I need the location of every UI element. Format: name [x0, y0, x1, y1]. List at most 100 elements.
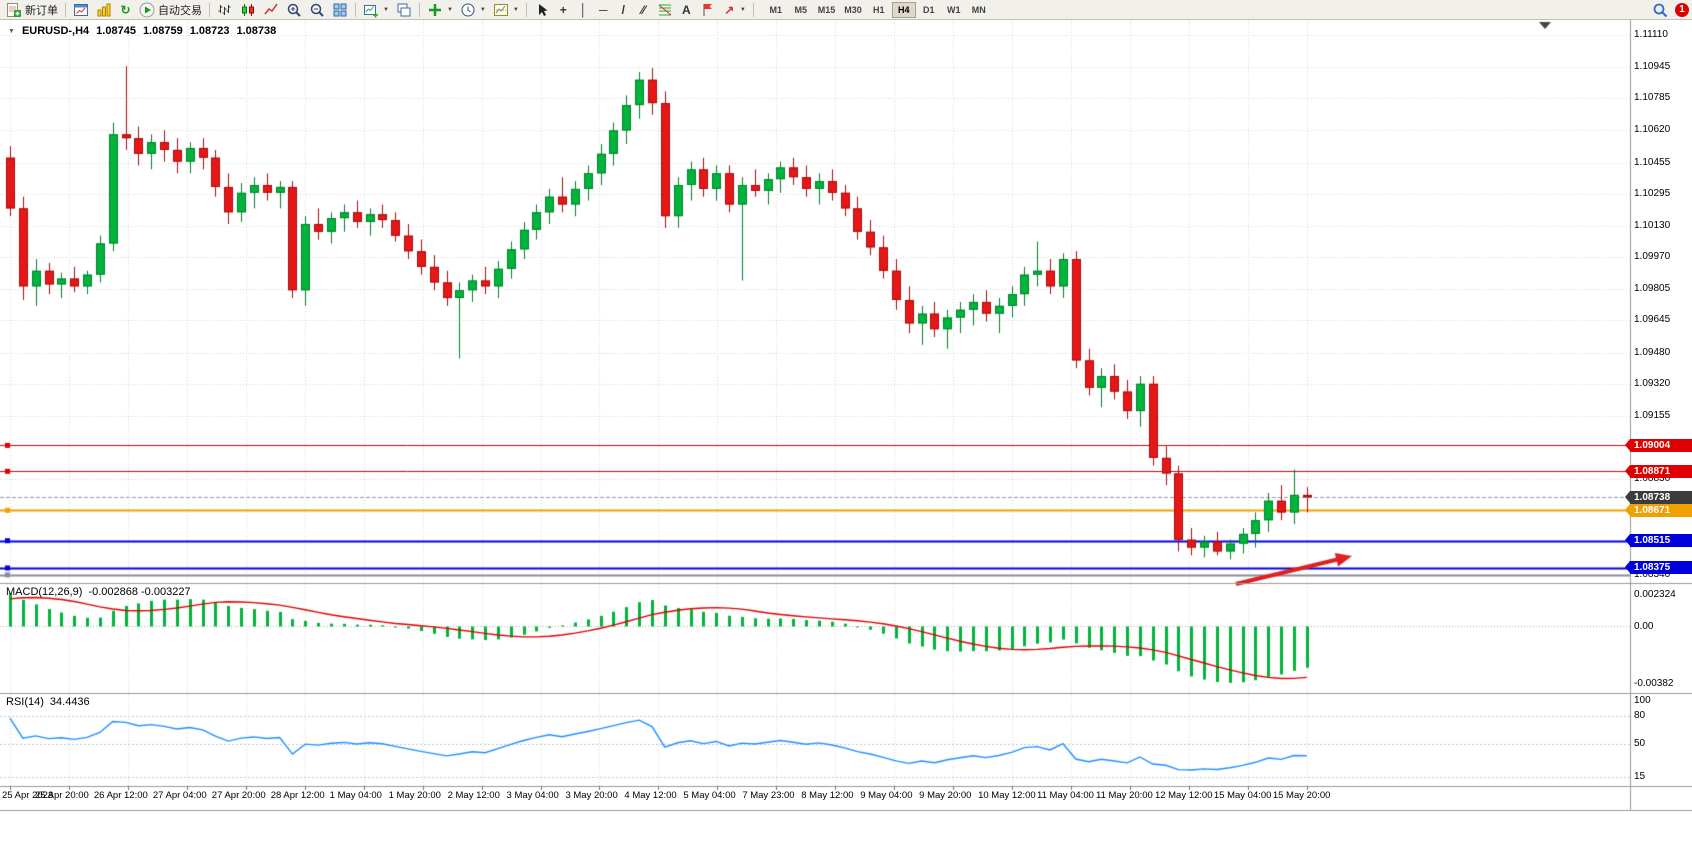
price-axis-label: 1.10785 — [1634, 92, 1671, 104]
cascade-windows-button[interactable] — [393, 1, 415, 19]
chart-window-button[interactable] — [70, 1, 92, 19]
toolbar-separator — [65, 2, 66, 17]
rsi-value: 34.4436 — [49, 696, 90, 708]
bar-chart-icon — [217, 2, 233, 18]
close-value: 1.08738 — [236, 25, 277, 37]
time-axis-label: 15 May 20:00 — [1272, 790, 1331, 801]
macd-name: MACD(12,26,9) — [6, 586, 83, 598]
channel-tool-button[interactable]: ⁄⁄ — [634, 1, 653, 19]
new-order-button[interactable]: 新订单 — [3, 1, 61, 19]
price-axis-label: 1.10455 — [1634, 156, 1671, 168]
text-tool-icon: A — [681, 2, 691, 17]
vertical-line-tool-button[interactable]: │ — [574, 1, 593, 19]
profiles-button[interactable] — [93, 1, 115, 19]
horizontal-line-tool-button[interactable]: ─ — [594, 1, 613, 19]
vertical-line-icon: │ — [579, 2, 588, 17]
search-icon — [1652, 2, 1668, 18]
arrow-tool-icon: ↗ — [724, 2, 735, 17]
price-badge: 1.08515 — [1625, 534, 1692, 548]
timeframe-toolbar: M1 M5 M15 M30 H1 H4 D1 W1 MN — [764, 1, 991, 18]
arrows-tool-button[interactable]: ↗ ▼ — [720, 1, 749, 19]
periods-button[interactable]: ▼ — [457, 1, 489, 19]
auto-trading-button[interactable]: 自动交易 — [136, 1, 205, 19]
search-button[interactable] — [1649, 1, 1671, 19]
timeframe-button-h4[interactable]: H4 — [891, 1, 916, 18]
bar-chart-type-button[interactable] — [214, 1, 236, 19]
fibonacci-icon — [657, 2, 673, 18]
cursor-icon — [534, 2, 550, 18]
price-axis-label: 1.08830 — [1634, 473, 1671, 485]
toolbar-separator — [355, 2, 356, 17]
label-tool-button[interactable] — [697, 1, 719, 19]
time-axis-label: 10 May 12:00 — [978, 790, 1036, 801]
timeframe-button-mn[interactable]: MN — [967, 2, 991, 18]
chevron-down-icon: ▼ — [512, 6, 519, 13]
price-badge-notch — [1625, 464, 1630, 477]
price-badge: 1.09004 — [1625, 438, 1692, 452]
price-badge-notch — [1625, 503, 1630, 516]
templates-button[interactable]: ▼ — [490, 1, 522, 19]
time-axis-label: 11 May 04:00 — [1037, 790, 1094, 801]
line-chart-type-button[interactable] — [260, 1, 282, 19]
high-value: 1.08759 — [142, 25, 183, 37]
price-axis-label: 1.10620 — [1634, 124, 1671, 136]
price-axis-label: 1.09320 — [1634, 377, 1671, 389]
fibonacci-tool-button[interactable] — [654, 1, 676, 19]
cursor-tool-button[interactable] — [531, 1, 553, 19]
new-order-label: 新订单 — [25, 4, 58, 17]
text-tool-button[interactable]: A — [677, 1, 696, 19]
macd-values: -0.002868 -0.003227 — [88, 586, 191, 598]
low-value: 1.08723 — [189, 25, 230, 37]
candlestick-type-button[interactable] — [237, 1, 259, 19]
chevron-down-icon: ▼ — [383, 6, 389, 13]
new-chart-button[interactable]: ▼ — [360, 1, 392, 19]
label-flag-icon — [700, 2, 716, 18]
play-icon — [139, 2, 155, 18]
time-axis-label: 9 May 20:00 — [919, 790, 972, 801]
main-toolbar: 新订单 ↻ 自动交易 ▼ ▼ ▼ ▼ + │ ─ / ⁄⁄ A ↗ ▼ M1 M5 M… — [0, 0, 1692, 20]
macd-scale-label: -0.00382 — [1634, 678, 1674, 689]
time-axis-label: 9 May 04:00 — [860, 790, 913, 801]
new-chart-icon — [363, 2, 379, 18]
timeframe-button-m30[interactable]: M30 — [840, 2, 866, 18]
time-axis-label: 5 May 04:00 — [683, 790, 736, 801]
price-badge-notch — [1625, 490, 1630, 503]
toolbar-separator — [209, 2, 210, 17]
price-axis-label: 1.09970 — [1634, 251, 1671, 263]
collapse-triangle-icon[interactable]: ▼ — [8, 27, 15, 35]
notification-badge[interactable]: 1 — [1675, 2, 1689, 17]
timeframe-button-m1[interactable]: M1 — [764, 2, 788, 18]
auto-trading-label: 自动交易 — [158, 4, 202, 17]
timeframe-button-w1[interactable]: W1 — [942, 2, 966, 18]
price-badge: 1.08375 — [1625, 561, 1692, 575]
timeframe-button-h1[interactable]: H1 — [867, 2, 891, 18]
zoom-out-button[interactable] — [306, 1, 328, 19]
time-axis-label: 27 Apr 20:00 — [211, 790, 266, 801]
trendline-tool-button[interactable]: / — [614, 1, 633, 19]
crosshair-icon: + — [559, 2, 567, 17]
timeframe-button-m5[interactable]: M5 — [789, 2, 813, 18]
refresh-button[interactable]: ↻ — [116, 1, 135, 19]
chevron-down-icon: ▼ — [739, 6, 746, 13]
timeframe-button-m15[interactable]: M15 — [814, 2, 840, 18]
rsi-scale-label: 100 — [1634, 695, 1651, 706]
tile-windows-button[interactable] — [329, 1, 351, 19]
time-axis-label: 4 May 12:00 — [624, 790, 677, 801]
time-axis-label: 7 May 23:00 — [742, 790, 795, 801]
macd-panel-label: MACD(12,26,9) -0.002868 -0.003227 — [6, 586, 191, 598]
zoom-in-button[interactable] — [283, 1, 305, 19]
price-badge: 1.08871 — [1625, 464, 1692, 478]
time-axis-label: 12 May 12:00 — [1154, 790, 1213, 801]
open-value: 1.08745 — [96, 25, 136, 37]
template-icon — [493, 2, 509, 18]
indicators-button[interactable]: ▼ — [424, 1, 456, 19]
toolbar-separator — [752, 2, 754, 17]
clock-icon — [460, 2, 476, 18]
timeframe-button-d1[interactable]: D1 — [917, 2, 941, 18]
price-badge: 1.08738 — [1625, 490, 1692, 504]
crosshair-tool-button[interactable]: + — [554, 1, 573, 19]
zoom-in-icon — [286, 2, 302, 18]
price-axis-label: 1.09805 — [1634, 283, 1671, 295]
indicators-plus-icon — [427, 2, 443, 18]
